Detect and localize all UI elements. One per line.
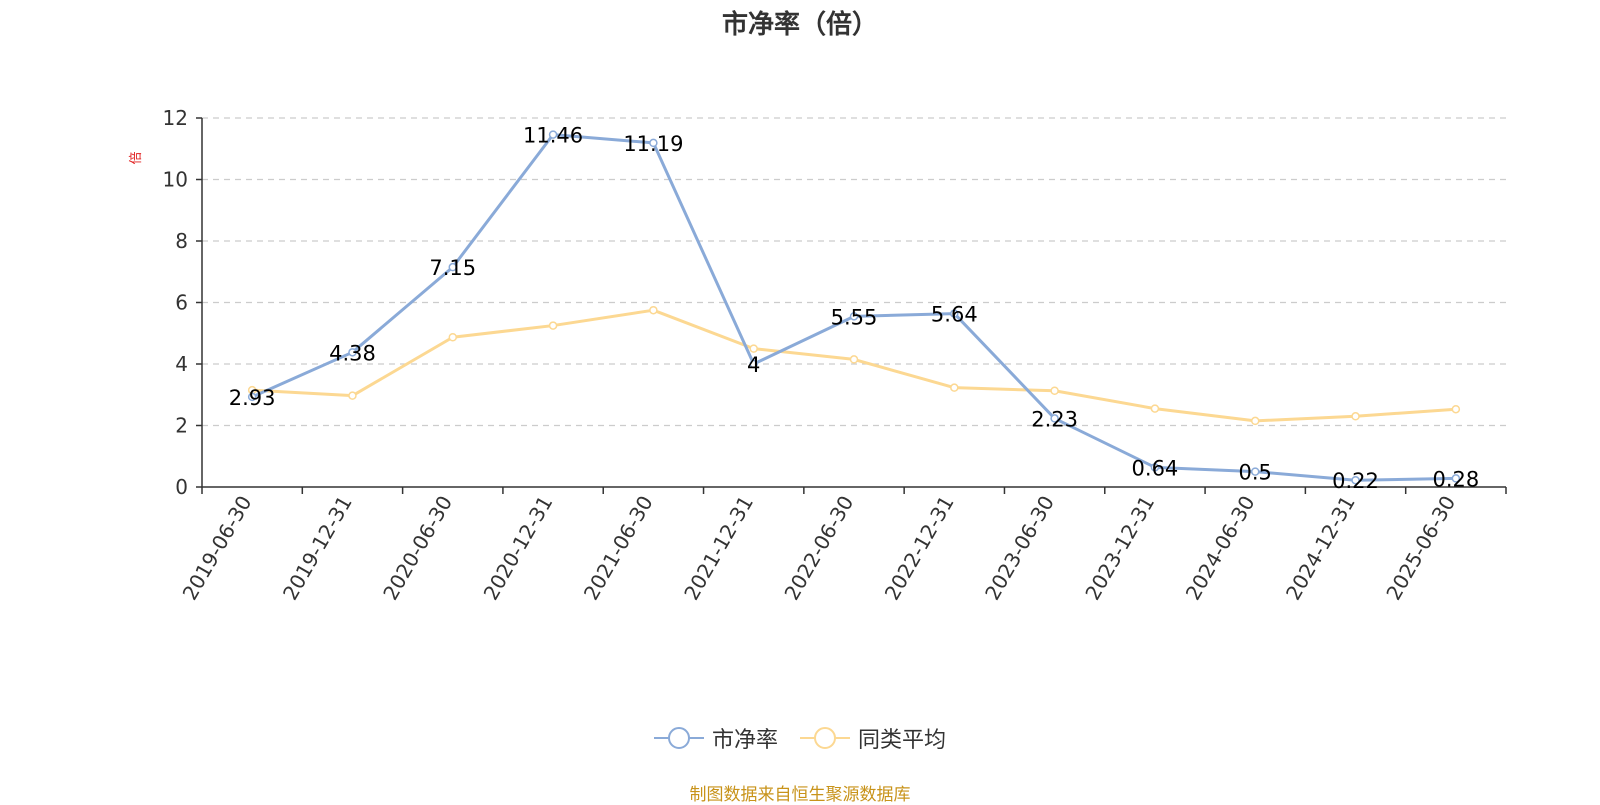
x-tick-label-2: 2020-06-30 [378,492,457,605]
x-tick-label-1: 2019-12-31 [278,492,357,605]
series-0-point-6 [849,312,859,321]
y-tick-label-0: 0 [175,475,188,499]
series-1-point-2 [448,332,458,342]
legend-label-series-0: 市净率 [711,728,778,753]
series-1-point-1 [348,391,357,400]
series-1-point-3 [548,321,558,330]
series-1-point-8 [1050,386,1059,396]
series-1-point-4 [649,305,658,315]
y-axis-label: 倍 [129,151,144,164]
y-tick-label-3: 6 [175,291,188,315]
data-label-4: 11.19 [623,132,683,156]
data-label-7: 5.64 [931,303,978,327]
y-tick-label-5: 10 [163,168,188,192]
data-label-3: 11.46 [523,124,583,148]
series-0-point-12 [1451,474,1461,483]
x-tick-label-12: 2025-06-30 [1381,492,1460,605]
series-0-point-0 [247,392,257,402]
series-1-point-11 [1351,412,1360,421]
legend-label-series-1: 同类平均 [858,728,947,753]
data-label-9: 0.64 [1132,456,1179,480]
legend-item-series-0[interactable]: 市净率 [653,722,778,754]
chart-title: 市净率（倍） [721,10,878,40]
data-label-10: 0.5 [1239,461,1272,485]
series-0-point-8 [1050,414,1059,423]
legend-circle-1 [814,727,836,749]
x-tick-label-11: 2024-12-31 [1281,492,1360,605]
series-lines [247,130,1461,485]
data-label-0: 2.93 [229,386,276,410]
x-tick-label-9: 2023-12-31 [1080,492,1159,605]
series-0-point-9 [1150,463,1160,472]
data-label-11: 0.22 [1332,469,1379,493]
series-0-point-7 [950,309,959,318]
data-label-1: 4.38 [329,341,376,365]
y-tick-label-6: 12 [163,106,188,130]
series-1-point-9 [1150,404,1160,413]
x-tick-label-5: 2021-12-31 [679,492,758,605]
gridlines [202,117,1506,427]
x-tick-label-0: 2019-06-30 [178,492,257,605]
data-labels: 2.93 4.38 7.15 11.46 11.19 4 5.55 5.64 2.23 0.64 0… [229,124,1479,494]
series-0-point-10 [1250,467,1260,476]
series-0-point-5 [749,359,758,369]
source-note: 制图数据来自恒生聚源数据库 [689,785,911,805]
series-1-point-6 [849,355,859,364]
x-tick-label-10: 2024-06-30 [1181,492,1260,605]
y-tick-label-4: 8 [175,229,188,253]
data-label-5: 4 [747,353,760,377]
x-tick-label-4: 2021-06-30 [579,492,658,605]
data-label-6: 5.55 [831,305,878,329]
data-label-12: 0.28 [1432,467,1479,491]
legend-circle-0 [667,727,690,749]
y-tick-label-2: 4 [175,352,188,376]
series-1-point-5 [749,344,758,353]
x-tick-label-8: 2023-06-30 [980,492,1059,605]
series-0-point-4 [649,138,658,148]
series-0-point-1 [348,348,357,357]
x-tick-label-3: 2020-12-31 [479,492,558,605]
legend: 市净率 同类平均 [0,722,1600,754]
series-0-point-3 [548,130,558,139]
series-1-point-10 [1250,416,1260,426]
x-tick-label-7: 2022-12-31 [880,491,959,604]
legend-marker-series-0 [653,727,704,749]
series-0-point-11 [1351,475,1360,485]
legend-item-series-1[interactable]: 同类平均 [800,722,946,754]
series-1-point-7 [950,383,959,392]
data-label-8: 2.23 [1031,407,1078,431]
y-tick-label-1: 2 [175,414,188,438]
series-0-point-2 [448,262,458,272]
x-tick-label-6: 2022-06-30 [779,492,858,605]
data-label-2: 7.15 [429,256,476,280]
legend-marker-series-1 [800,727,850,749]
series-1-point-12 [1451,404,1461,414]
